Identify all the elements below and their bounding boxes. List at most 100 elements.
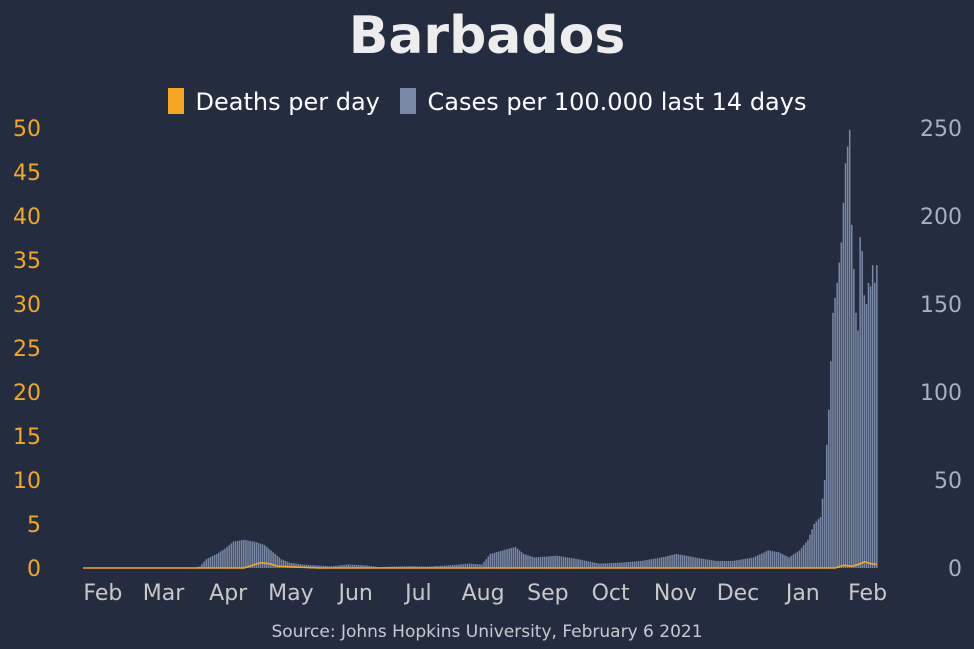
cases-bar — [362, 565, 364, 568]
cases-bar — [719, 560, 721, 568]
cases-bar — [800, 547, 803, 568]
cases-bar — [353, 564, 356, 568]
cases-bar — [633, 561, 636, 568]
cases-bar — [780, 553, 782, 568]
cases-bar — [276, 555, 278, 568]
cases-bar — [713, 560, 715, 568]
cases-bar — [489, 553, 492, 568]
cases-bar — [663, 556, 665, 568]
cases-bar — [625, 562, 627, 568]
x-tick-label: Mar — [143, 581, 185, 606]
cases-bar — [698, 558, 701, 568]
cases-bar — [861, 251, 863, 568]
cases-bar — [523, 553, 525, 568]
cases-bar — [220, 551, 222, 568]
right-tick-label: 0 — [948, 557, 962, 582]
cases-bar — [295, 563, 297, 568]
cases-bar — [408, 566, 410, 568]
cases-bar — [675, 553, 678, 568]
x-axis: Feb Mar Apr May Jun Jul Aug Sep Oct Nov Dec Jan Feb — [83, 581, 887, 606]
cases-bar — [642, 560, 644, 568]
cases-bar — [577, 559, 579, 568]
cases-bar — [199, 566, 201, 568]
cases-bar — [788, 557, 790, 568]
cases-bar — [738, 559, 740, 568]
right-tick-label: 150 — [920, 293, 962, 318]
cases-bar — [236, 540, 239, 568]
cases-bar — [708, 559, 711, 568]
cases-bar — [562, 556, 565, 568]
left-tick-label: 35 — [13, 249, 41, 274]
cases-bar — [656, 558, 659, 568]
cases-bar — [748, 558, 751, 568]
cases-bar — [869, 286, 872, 568]
cases-bar — [318, 565, 320, 568]
cases-bar — [623, 562, 625, 568]
cases-bar — [794, 553, 797, 568]
cases-bar — [752, 557, 755, 568]
cases-bar — [368, 565, 370, 568]
cases-bar — [832, 312, 834, 568]
cases-bar — [846, 146, 849, 569]
x-tick-label: Jan — [784, 581, 820, 606]
cases-bar — [807, 539, 809, 568]
left-tick-label: 50 — [13, 117, 41, 142]
cases-bar — [468, 563, 471, 568]
cases-bar — [303, 564, 306, 568]
cases-bar — [441, 565, 444, 568]
cases-bar — [700, 558, 703, 568]
cases-bar — [205, 559, 207, 568]
cases-bar — [627, 562, 629, 568]
cases-bar — [343, 564, 345, 568]
cases-bar — [552, 556, 554, 568]
cases-bar — [652, 558, 655, 568]
cases-bar — [474, 564, 477, 568]
cases-bar — [844, 163, 847, 568]
cases-bar — [431, 566, 433, 568]
cases-bar — [238, 540, 241, 568]
cases-bar — [278, 557, 281, 568]
cases-bar — [819, 516, 822, 568]
left-tick-label: 10 — [13, 469, 41, 494]
cases-bar — [811, 529, 813, 568]
right-tick-label: 200 — [920, 205, 962, 230]
cases-bar — [533, 557, 535, 568]
cases-bar — [568, 557, 571, 568]
cases-bars — [195, 129, 878, 569]
legend: Deaths per day Cases per 100.000 last 14… — [0, 88, 974, 116]
cases-bar — [268, 548, 270, 568]
cases-bar — [443, 565, 446, 568]
x-tick-label: Nov — [654, 581, 697, 606]
cases-bar — [307, 564, 310, 568]
x-tick-label: Sep — [527, 581, 568, 606]
left-tick-label: 45 — [13, 161, 41, 186]
cases-bar — [723, 560, 726, 568]
cases-bar — [410, 566, 412, 568]
cases-bar — [786, 556, 788, 568]
cases-bar — [305, 564, 308, 568]
cases-bar — [669, 555, 671, 568]
cases-bar — [876, 265, 878, 568]
left-axis: 0 5 10 15 20 25 30 35 40 45 50 — [13, 117, 41, 582]
cases-bar — [531, 556, 533, 568]
cases-bar — [817, 519, 820, 568]
cases-bar — [201, 563, 203, 568]
cases-bar — [257, 543, 260, 568]
legend-label-deaths: Deaths per day — [195, 88, 380, 116]
cases-bar — [777, 552, 780, 568]
cases-bar — [527, 555, 529, 568]
cases-bar — [535, 557, 538, 568]
cases-bar — [690, 556, 692, 568]
cases-bar — [694, 557, 696, 568]
cases-bar — [439, 565, 441, 568]
cases-bar — [370, 566, 372, 568]
cases-bar — [518, 550, 521, 568]
cases-bar — [667, 555, 669, 568]
cases-bar — [711, 560, 713, 568]
cases-bar — [263, 545, 266, 568]
cases-bar — [859, 237, 861, 568]
cases-bar — [685, 555, 688, 568]
cases-bar — [863, 295, 866, 568]
cases-bar — [347, 564, 350, 568]
cases-bar — [406, 566, 408, 568]
